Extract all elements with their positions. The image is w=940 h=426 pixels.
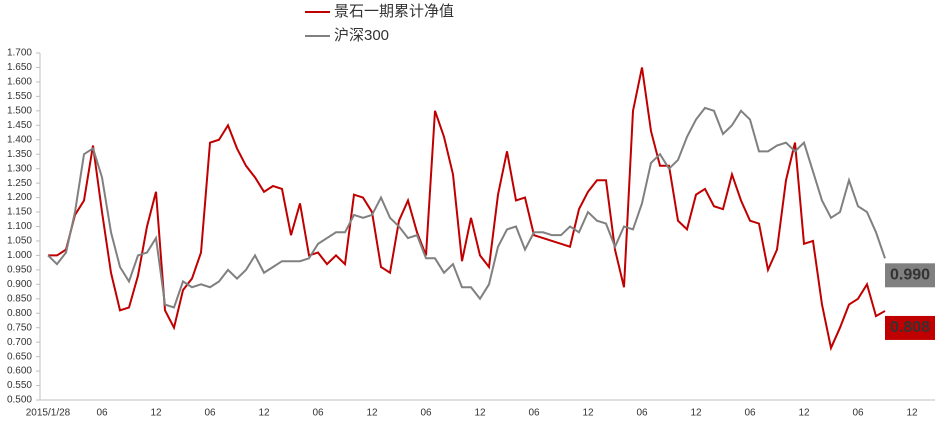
y-tick-label: 1.050 [7, 236, 32, 247]
x-tick-label: 06 [312, 408, 324, 419]
x-tick-label: 06 [852, 408, 864, 419]
x-tick-label: 12 [366, 408, 378, 419]
series-line [47, 106, 886, 309]
y-tick-label: 1.250 [7, 178, 32, 189]
y-tick-label: 1.000 [7, 250, 32, 261]
x-tick-label: 06 [528, 408, 540, 419]
x-tick-label: 06 [96, 408, 108, 419]
legend-label: 景石一期累计净值 [334, 3, 454, 20]
y-tick-label: 0.700 [7, 337, 32, 348]
y-tick-label: 1.700 [7, 48, 32, 59]
x-tick-label: 06 [420, 408, 432, 419]
y-tick-label: 0.950 [7, 265, 32, 276]
y-tick-label: 1.100 [7, 221, 32, 232]
y-tick-label: 1.400 [7, 134, 32, 145]
x-tick-label: 06 [744, 408, 756, 419]
x-tick-label: 06 [636, 408, 648, 419]
y-tick-label: 1.500 [7, 105, 32, 116]
x-tick-label: 2015/1/28 [26, 408, 71, 419]
value-label: 0.990 [890, 267, 930, 284]
x-tick-label: 06 [204, 408, 216, 419]
value-label: 0.808 [890, 319, 930, 336]
x-tick-label: 12 [474, 408, 486, 419]
y-tick-label: 0.600 [7, 366, 32, 377]
y-tick-label: 1.650 [7, 62, 32, 73]
y-tick-label: 1.450 [7, 120, 32, 131]
y-tick-label: 1.550 [7, 91, 32, 102]
y-tick-label: 1.600 [7, 77, 32, 88]
y-tick-label: 1.150 [7, 207, 32, 218]
x-tick-label: 12 [150, 408, 162, 419]
x-tick-label: 12 [798, 408, 810, 419]
y-tick-label: 1.200 [7, 192, 32, 203]
y-tick-label: 0.850 [7, 293, 32, 304]
y-tick-label: 0.800 [7, 308, 32, 319]
y-tick-label: 1.350 [7, 149, 32, 160]
y-tick-label: 0.650 [7, 351, 32, 362]
x-tick-label: 12 [582, 408, 594, 419]
x-tick-label: 12 [906, 408, 918, 419]
value-label-box [885, 263, 935, 288]
y-tick-label: 0.500 [7, 395, 32, 406]
x-tick-label: 12 [690, 408, 702, 419]
legend-label: 沪深300 [334, 27, 389, 44]
value-label-box [885, 315, 935, 340]
y-tick-label: 0.750 [7, 322, 32, 333]
y-tick-label: 1.300 [7, 163, 32, 174]
y-tick-label: 0.550 [7, 380, 32, 391]
y-tick-label: 0.900 [7, 279, 32, 290]
x-tick-label: 12 [258, 408, 270, 419]
